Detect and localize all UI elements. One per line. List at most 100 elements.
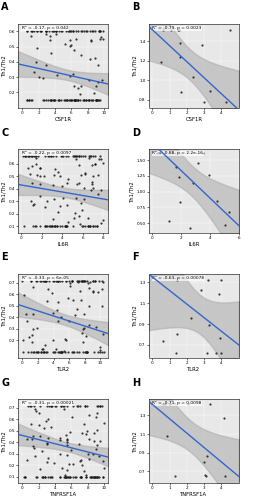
Point (90, 161, 94, 169)
Point (34, 473, 38, 481)
Point (65, 436, 69, 444)
Point (59, 28, 63, 36)
Point (82, 420, 86, 428)
Point (25, 456, 29, 464)
Point (68, 282, 72, 290)
Point (72, 152, 76, 160)
Point (49, 402, 53, 409)
Point (69, 446, 73, 454)
Point (77, 152, 81, 160)
Point (67, 96, 71, 104)
Point (214, 350, 218, 358)
Point (93, 473, 97, 481)
Point (215, 197, 219, 205)
Point (44, 60, 48, 68)
Point (73, 96, 77, 104)
Point (84, 348, 88, 356)
Point (161, 400, 165, 408)
Point (84, 28, 88, 36)
Point (68, 473, 73, 481)
Point (77, 276, 81, 284)
Point (178, 39, 182, 47)
Point (44, 96, 48, 104)
Point (62, 402, 66, 409)
Point (40, 473, 44, 481)
Point (201, 148, 206, 156)
Point (74, 155, 78, 163)
Point (29, 28, 33, 36)
Point (49, 222, 53, 230)
Point (83, 222, 87, 230)
Point (22, 222, 26, 230)
Point (79, 473, 83, 481)
Point (51, 180, 56, 188)
Point (96, 61, 100, 69)
Point (58, 402, 63, 409)
Point (174, 162, 178, 170)
Point (95, 426, 99, 434)
Point (88, 37, 93, 45)
Point (58, 434, 62, 442)
Point (202, 458, 206, 466)
Point (52, 96, 57, 104)
Text: R² = -0.17, p = 0.042: R² = -0.17, p = 0.042 (22, 26, 68, 30)
Point (29, 276, 33, 284)
Point (33, 222, 37, 230)
Point (92, 28, 97, 36)
Point (42, 348, 46, 356)
Y-axis label: Th1/Th2: Th1/Th2 (132, 430, 137, 452)
Point (64, 222, 69, 230)
Point (80, 276, 85, 284)
Point (100, 76, 104, 84)
Point (34, 58, 39, 66)
Point (36, 152, 40, 160)
Point (65, 473, 69, 481)
Point (88, 54, 93, 62)
Point (65, 451, 69, 459)
Point (33, 276, 38, 284)
Point (71, 70, 75, 78)
Point (84, 430, 88, 438)
Point (64, 402, 69, 409)
Point (101, 473, 105, 481)
Point (77, 152, 81, 160)
Point (38, 276, 42, 284)
Point (200, 41, 205, 49)
Point (196, 159, 200, 167)
Point (68, 36, 73, 44)
Point (38, 164, 43, 172)
Point (82, 196, 86, 203)
Point (94, 96, 98, 104)
Point (32, 28, 37, 36)
Point (89, 473, 93, 481)
Point (88, 278, 92, 286)
Point (223, 472, 227, 480)
Point (167, 216, 171, 224)
Point (49, 424, 53, 432)
Point (32, 152, 36, 160)
Point (41, 276, 46, 284)
Point (32, 200, 36, 208)
Point (64, 222, 68, 230)
Point (60, 152, 64, 160)
Point (175, 276, 180, 284)
Point (67, 276, 71, 284)
Point (68, 473, 72, 481)
Point (94, 82, 98, 90)
X-axis label: TLR2: TLR2 (187, 367, 200, 372)
Point (39, 448, 44, 456)
Point (58, 222, 63, 230)
Point (66, 28, 70, 36)
Point (176, 26, 180, 34)
Point (71, 348, 75, 356)
Point (91, 276, 95, 284)
Point (34, 154, 38, 162)
Point (101, 278, 105, 286)
Point (26, 402, 31, 409)
Point (51, 152, 56, 160)
Point (34, 152, 38, 160)
Point (78, 402, 82, 409)
Point (90, 473, 94, 481)
Point (101, 473, 105, 481)
Text: R² = -0.31, p = 0.00021: R² = -0.31, p = 0.00021 (22, 402, 74, 406)
